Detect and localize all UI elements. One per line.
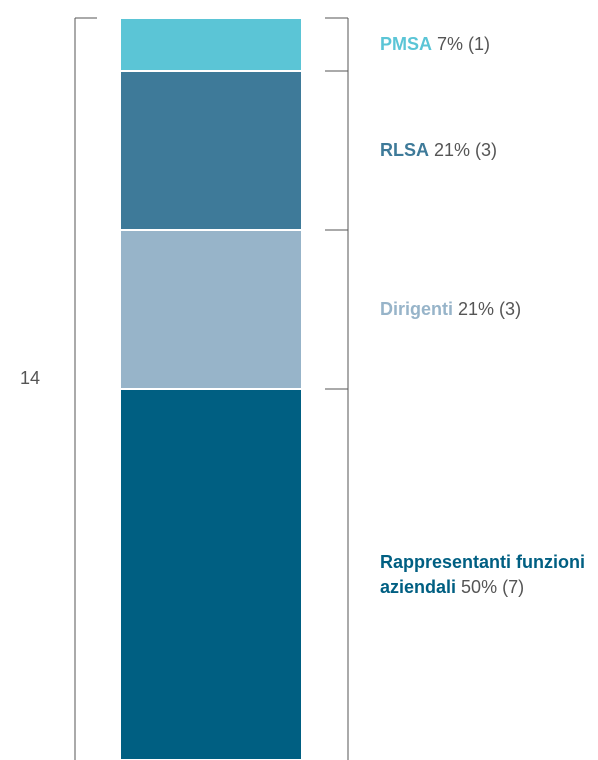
- bar-segment: [119, 17, 303, 72]
- segment-label: Rappresentanti funzioni aziendali 50% (7…: [380, 515, 595, 635]
- total-label: 14: [20, 368, 41, 388]
- legend-name: Rappresentanti funzioni aziendali: [380, 551, 586, 597]
- bar-segment: [119, 229, 303, 390]
- segment-label-text: Dirigenti 21% (3): [380, 297, 521, 322]
- value-label: 21% (3): [458, 299, 522, 319]
- bar-segment: [119, 388, 303, 760]
- value-label: 7% (1): [437, 34, 491, 54]
- legend-name: Dirigenti: [380, 299, 454, 319]
- value-label: 21% (3): [434, 140, 498, 160]
- segment-label-text: Rappresentanti funzioni aziendali 50% (7…: [380, 550, 595, 600]
- segment-label: RLSA 21% (3): [380, 91, 595, 211]
- segment-label: Dirigenti 21% (3): [380, 250, 595, 370]
- segment-label: PMSA 7% (1): [380, 0, 595, 105]
- value-label: 50% (7): [461, 576, 525, 597]
- bar-segment: [119, 70, 303, 231]
- segment-label-text: RLSA 21% (3): [380, 138, 497, 163]
- legend-name: RLSA: [380, 140, 429, 160]
- segment-label-text: PMSA 7% (1): [380, 32, 490, 57]
- legend-name: PMSA: [380, 34, 433, 54]
